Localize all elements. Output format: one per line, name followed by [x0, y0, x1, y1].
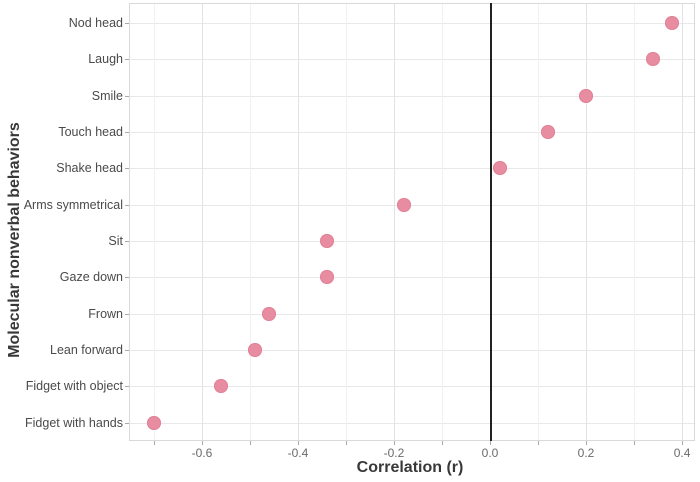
y-tick-label: Shake head	[56, 161, 123, 176]
data-point	[540, 124, 555, 139]
x-tick-label: 0.0	[481, 446, 499, 460]
data-point	[396, 197, 411, 212]
x-tick	[682, 441, 684, 445]
h-gridline	[130, 240, 694, 242]
y-tick-label: Nod head	[68, 16, 123, 30]
h-gridline	[130, 386, 694, 388]
data-point	[579, 88, 594, 103]
y-tick-label: Frown	[88, 306, 123, 321]
x-tick	[297, 441, 299, 445]
x-tick	[393, 441, 395, 445]
y-tick-label: Touch head	[58, 124, 123, 139]
y-tick-label: Sit	[108, 233, 123, 248]
data-point	[319, 270, 334, 285]
y-tick-label: Gaze down	[59, 270, 123, 285]
y-tick	[125, 313, 129, 315]
data-point	[262, 306, 277, 321]
h-gridline	[130, 277, 694, 279]
x-tick	[201, 441, 203, 445]
x-tick	[345, 441, 347, 445]
plot-panel	[129, 3, 695, 441]
x-tick	[538, 441, 540, 445]
x-tick	[249, 441, 251, 445]
y-tick	[125, 131, 129, 133]
h-gridline	[130, 422, 694, 424]
data-point	[319, 233, 334, 248]
x-tick-label: 0.4	[673, 446, 691, 460]
y-tick	[125, 204, 129, 206]
h-gridline	[130, 59, 694, 61]
x-tick	[153, 441, 155, 445]
v-gridline-minor	[249, 4, 251, 440]
y-tick-label: Fidget with object	[25, 379, 123, 394]
data-point	[146, 415, 161, 430]
y-tick	[125, 23, 129, 24]
zero-reference-line	[490, 3, 492, 441]
x-tick	[586, 441, 588, 445]
v-gridline-major	[297, 4, 299, 440]
y-tick	[125, 95, 129, 97]
h-gridline	[130, 313, 694, 315]
y-tick-label: Arms symmetrical	[23, 197, 123, 212]
v-gridline-major	[201, 4, 203, 440]
y-tick-label: Laugh	[88, 52, 123, 67]
v-gridline-minor	[634, 4, 636, 440]
h-gridline	[130, 131, 694, 133]
v-gridline-major	[586, 4, 588, 440]
y-tick-label: Lean forward	[50, 342, 123, 357]
x-tick-label: 0.2	[577, 446, 595, 460]
x-tick	[442, 441, 443, 445]
h-gridline	[130, 204, 694, 206]
y-tick	[125, 349, 129, 351]
data-point	[665, 16, 680, 30]
y-tick	[125, 59, 129, 61]
data-point	[214, 379, 229, 394]
x-tick-label: -0.4	[287, 446, 309, 460]
v-gridline-minor	[442, 4, 443, 440]
v-gridline-minor	[345, 4, 347, 440]
y-tick-label: Fidget with hands	[25, 415, 123, 430]
y-tick	[125, 386, 129, 388]
y-tick	[125, 168, 129, 170]
x-tick	[490, 441, 491, 445]
y-tick	[125, 240, 129, 242]
v-gridline-major	[682, 4, 684, 440]
v-gridline-minor	[538, 4, 540, 440]
x-tick-label: -0.2	[383, 446, 405, 460]
y-tick	[125, 277, 129, 279]
data-point	[492, 161, 507, 176]
data-point	[247, 342, 262, 357]
data-point	[646, 52, 661, 67]
h-gridline	[130, 168, 694, 170]
h-gridline	[130, 349, 694, 351]
x-axis-title: Correlation (r)	[356, 459, 464, 476]
x-tick	[634, 441, 636, 445]
v-gridline-major	[393, 4, 395, 440]
h-gridline	[130, 95, 694, 97]
x-tick-label: -0.6	[191, 446, 213, 460]
y-tick	[125, 422, 129, 424]
y-tick-label: Smile	[91, 88, 123, 103]
v-gridline-minor	[153, 4, 155, 440]
h-gridline	[130, 23, 694, 24]
